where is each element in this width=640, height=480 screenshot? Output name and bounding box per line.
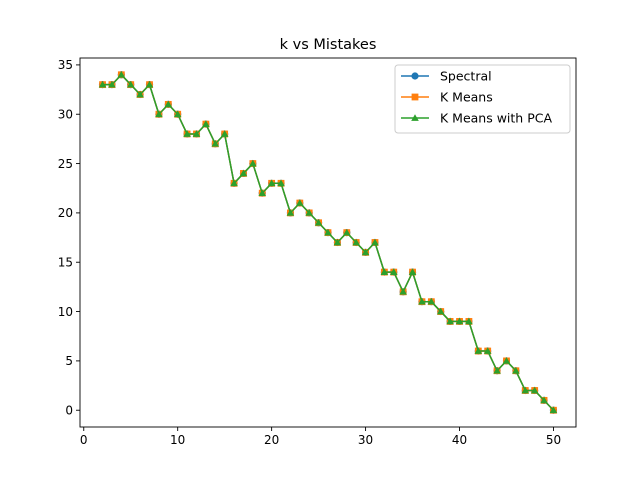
data-point — [324, 228, 332, 236]
data-point — [399, 288, 407, 295]
data-point — [277, 179, 285, 187]
legend-marker — [411, 93, 419, 101]
data-point — [446, 317, 454, 325]
x-tick-label: 0 — [80, 433, 88, 447]
data-point — [540, 396, 548, 404]
data-point — [342, 228, 351, 236]
y-tick-label: 35 — [58, 58, 73, 72]
y-tick-label: 10 — [58, 305, 73, 319]
data-point — [239, 169, 248, 177]
data-point — [389, 268, 398, 275]
data-point — [493, 366, 501, 374]
legend-item: K Means with PCA — [401, 111, 552, 126]
y-tick-label: 20 — [58, 206, 73, 220]
data-point — [136, 90, 144, 98]
legend-label: K Means with PCA — [440, 111, 552, 126]
legend-label: Spectral — [440, 69, 492, 84]
data-point — [427, 297, 436, 305]
y-tick-label: 30 — [58, 108, 73, 122]
data-point — [108, 80, 116, 88]
data-point — [126, 80, 135, 88]
legend-marker — [411, 114, 419, 121]
data-point — [521, 386, 530, 394]
data-point — [530, 386, 539, 394]
x-tick-label: 30 — [358, 433, 373, 447]
data-point — [249, 159, 257, 167]
data-point — [211, 140, 220, 147]
data-point — [512, 366, 520, 374]
data-point — [361, 248, 370, 256]
data-point — [483, 347, 492, 354]
data-point — [455, 317, 464, 325]
data-point — [333, 238, 342, 246]
data-point — [352, 238, 360, 246]
data-point — [173, 110, 182, 118]
legend-label: K Means — [440, 90, 493, 105]
legend-marker — [411, 72, 419, 80]
y-tick-label: 5 — [65, 354, 73, 368]
x-tick-label: 50 — [546, 433, 561, 447]
data-point — [296, 199, 304, 206]
data-point — [418, 297, 426, 305]
plot-area — [98, 70, 558, 414]
data-point — [408, 268, 417, 275]
x-tick-label: 20 — [264, 433, 279, 447]
data-point — [220, 130, 229, 137]
data-point — [183, 130, 191, 137]
data-point — [267, 179, 276, 187]
data-point — [164, 100, 173, 108]
legend-frame — [394, 64, 571, 134]
data-point — [117, 70, 126, 78]
data-point — [305, 209, 314, 216]
y-tick-label: 15 — [58, 256, 73, 270]
data-point — [192, 130, 201, 137]
series-k-means-with-pca — [98, 70, 558, 414]
data-point — [371, 238, 379, 246]
legend: Spectral K Means K Means with PCA — [394, 64, 571, 134]
axes: 0 10 20 30 40 50 0 5 10 15 20 25 30 35 — [58, 57, 577, 447]
data-point — [155, 110, 163, 118]
legend-item: K Means — [401, 90, 493, 105]
data-point — [436, 307, 445, 315]
data-point — [258, 189, 267, 197]
chart-title: k vs Mistakes — [280, 37, 377, 53]
y-tick-label: 0 — [65, 404, 73, 418]
data-point — [474, 347, 483, 354]
data-point — [549, 406, 558, 414]
data-point — [98, 80, 107, 88]
y-tick-label: 25 — [58, 157, 73, 171]
data-point — [380, 268, 389, 275]
data-point — [286, 209, 295, 216]
x-tick-label: 40 — [452, 433, 467, 447]
data-point — [230, 179, 238, 187]
data-point — [314, 218, 323, 226]
axes-frame — [79, 57, 577, 428]
data-point — [502, 357, 511, 364]
data-point — [465, 317, 473, 325]
data-point — [202, 120, 210, 127]
legend-item: Spectral — [401, 69, 492, 84]
x-tick-label: 10 — [170, 433, 185, 447]
data-point — [145, 80, 154, 88]
